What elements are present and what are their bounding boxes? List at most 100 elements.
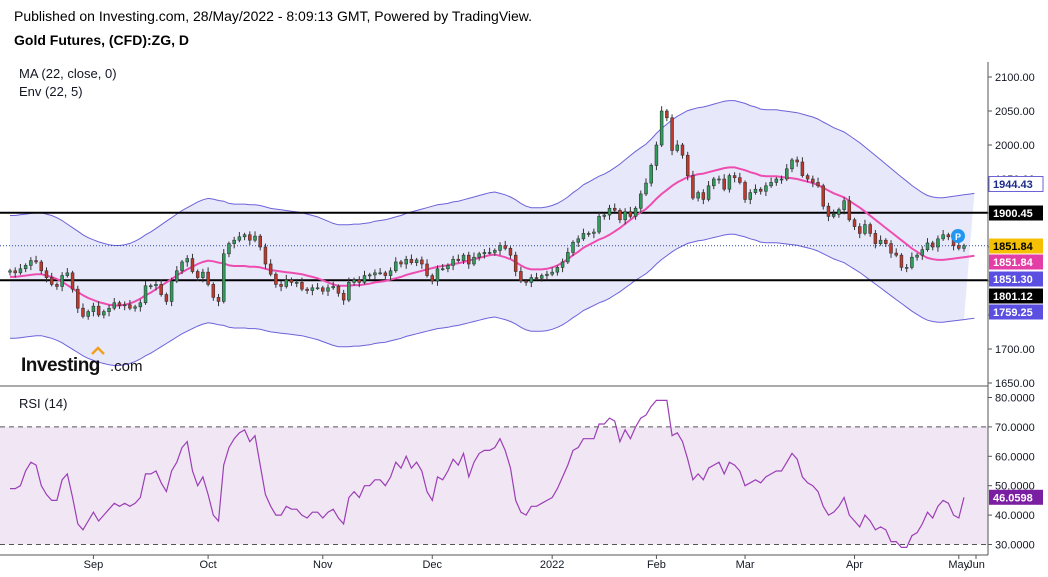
candle (357, 276, 362, 288)
candle-body-up (284, 279, 289, 287)
tradingview-marker-icon[interactable]: P (951, 229, 965, 243)
candle (294, 278, 299, 288)
candle (706, 181, 711, 202)
candle-body-up (753, 188, 758, 193)
candle-body-up (560, 261, 565, 268)
rsi-indicator-label: RSI (14) (19, 396, 67, 411)
price-tag-box (989, 238, 1043, 254)
candle (930, 240, 935, 251)
candle (717, 175, 721, 184)
candle-body-down (279, 284, 283, 287)
candle-body-up (175, 270, 179, 282)
candle-body-up (936, 238, 940, 248)
candle-body-up (107, 307, 111, 312)
candle-body-down (852, 219, 857, 227)
candle (878, 235, 883, 246)
candle (138, 299, 143, 312)
candle-body-down (743, 182, 747, 200)
candle (185, 255, 189, 267)
candle-body-up (242, 234, 247, 238)
candle-body-down (44, 270, 49, 278)
candle-body-down (889, 243, 893, 254)
candle-body-up (644, 182, 648, 195)
candle (639, 190, 643, 213)
candle (513, 251, 518, 277)
candle-body-up (122, 304, 127, 307)
candle (253, 231, 257, 243)
candle (800, 157, 805, 178)
price-tag: 1851.30 (989, 271, 1043, 287)
candle-body-down (258, 235, 262, 248)
candle-body-up (586, 233, 591, 235)
candle (112, 298, 116, 311)
candle (206, 267, 210, 287)
candle-body-up (633, 207, 638, 217)
candle (696, 190, 700, 202)
candle (722, 174, 726, 192)
candle-body-up (607, 207, 612, 216)
candle (618, 208, 622, 224)
candle (175, 266, 179, 284)
candle (18, 264, 23, 275)
price-tag: 1900.45 (989, 205, 1043, 221)
price-tick-label: 2050.00 (995, 106, 1035, 118)
candle (373, 269, 377, 280)
candle (258, 234, 262, 251)
rsi-tick-label: 70.0000 (995, 422, 1035, 434)
candle-body-up (576, 238, 580, 243)
candle (899, 253, 904, 271)
candle-body-up (748, 192, 752, 200)
candle (472, 252, 476, 267)
candle (446, 263, 450, 273)
candle-body-up (550, 271, 554, 275)
candle-body-up (545, 273, 549, 276)
candle (96, 301, 101, 318)
candle (779, 175, 784, 184)
time-tick-label: Jun (967, 559, 985, 571)
candle (675, 140, 680, 153)
candle-body-up (592, 231, 596, 234)
candle-body-up (133, 306, 137, 309)
candle-body-up (764, 185, 768, 192)
candle-body-up (86, 311, 90, 317)
candle (826, 202, 831, 222)
candle (274, 272, 278, 288)
candle-body-up (440, 268, 445, 271)
candle (493, 248, 497, 256)
candle-body-up (790, 159, 794, 170)
candle-body-down (39, 261, 44, 272)
candle (268, 259, 273, 277)
candle (915, 253, 919, 261)
candle (242, 232, 247, 241)
candle-body-up (529, 277, 534, 283)
candle (508, 246, 513, 259)
candle (597, 211, 601, 235)
candle-body-down (618, 209, 622, 221)
candle-body-up (581, 233, 586, 240)
candle (149, 283, 153, 290)
candle-body-up (180, 261, 184, 272)
candle-body-up (962, 245, 966, 249)
candle-body-up (540, 275, 544, 279)
candle-body-up (555, 267, 560, 273)
candle-body-down (524, 280, 528, 283)
candle (420, 256, 424, 269)
candle-body-down (159, 284, 163, 295)
envelope-lower-line (10, 233, 975, 366)
candle-body-down (534, 277, 539, 279)
candle (910, 252, 914, 270)
candle (86, 309, 90, 320)
candle-body-up (487, 252, 492, 254)
candle (216, 293, 221, 307)
candle (602, 213, 607, 220)
candle-body-down (263, 246, 268, 265)
price-tag-text: 1759.25 (993, 307, 1033, 319)
envelope-upper-line (10, 100, 975, 246)
candle (685, 151, 690, 181)
candle-body-down (305, 288, 309, 291)
candle (289, 277, 294, 286)
time-tick-label: May (948, 559, 969, 571)
candle-body-down (55, 284, 59, 287)
price-tag-box (989, 205, 1043, 221)
